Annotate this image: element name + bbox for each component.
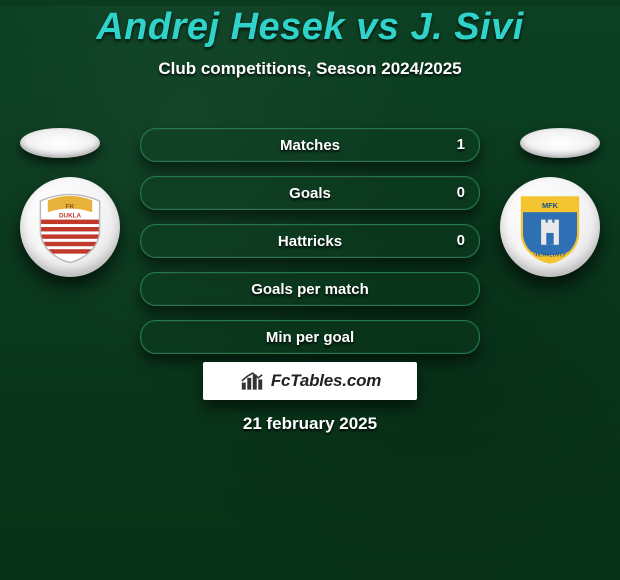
stat-label: Goals xyxy=(289,185,331,202)
bar-chart-icon xyxy=(239,370,265,392)
player-left-head-placeholder xyxy=(20,128,100,158)
stats-container: Matches 1 Goals 0 Hattricks 0 Goals per … xyxy=(140,128,480,368)
stat-row-goals: Goals 0 xyxy=(140,176,480,210)
stat-row-hattricks: Hattricks 0 xyxy=(140,224,480,258)
club-crest-left: FK DUKLA xyxy=(20,177,120,277)
stat-right-value: 1 xyxy=(457,129,465,161)
stat-label: Goals per match xyxy=(251,281,369,298)
fk-dukla-crest-icon: FK DUKLA xyxy=(33,190,107,264)
generated-date: 21 february 2025 xyxy=(0,414,620,434)
player-right-head-placeholder xyxy=(520,128,600,158)
svg-text:MICHALOVCE: MICHALOVCE xyxy=(534,253,567,258)
page-subtitle: Club competitions, Season 2024/2025 xyxy=(0,59,620,79)
mfk-zemplin-crest-icon: MFK MICHALOVCE xyxy=(513,190,587,264)
stat-label: Hattricks xyxy=(278,233,342,250)
stat-row-min-per-goal: Min per goal xyxy=(140,320,480,354)
svg-text:FK: FK xyxy=(66,204,75,211)
svg-text:MFK: MFK xyxy=(542,201,559,210)
stat-row-matches: Matches 1 xyxy=(140,128,480,162)
stat-row-goals-per-match: Goals per match xyxy=(140,272,480,306)
branding-text: FcTables.com xyxy=(271,371,381,391)
page-title: Andrej Hesek vs J. Sivi xyxy=(0,6,620,49)
stat-right-value: 0 xyxy=(457,177,465,209)
svg-text:DUKLA: DUKLA xyxy=(59,212,81,219)
stat-right-value: 0 xyxy=(457,225,465,257)
stat-label: Min per goal xyxy=(266,329,354,346)
club-crest-right: MFK MICHALOVCE xyxy=(500,177,600,277)
branding-badge: FcTables.com xyxy=(203,362,417,400)
stat-label: Matches xyxy=(280,137,340,154)
